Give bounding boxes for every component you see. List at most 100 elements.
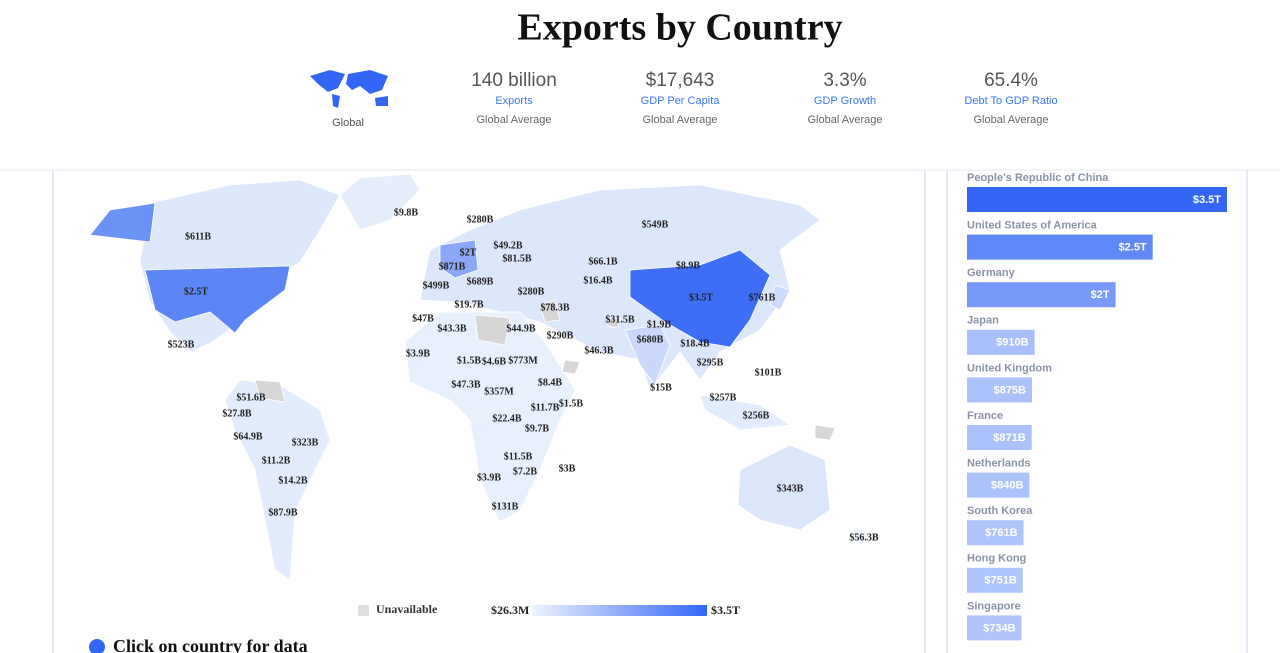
map-label: $871B: [439, 261, 466, 272]
bar: [967, 282, 1116, 308]
globe-icon: [310, 70, 388, 108]
bar-value-label: $2T: [1091, 289, 1110, 301]
bar-value-label: $761B: [985, 527, 1017, 539]
map-label: $31.5B: [605, 314, 635, 325]
bar-value-label: $871B: [993, 432, 1025, 444]
stat-label: Exports: [495, 95, 533, 107]
map-label: $49.2B: [493, 240, 523, 251]
map-label: $773M: [508, 355, 538, 366]
bar-value-label: $3.5T: [1193, 194, 1221, 206]
map-label: $523B: [168, 339, 195, 350]
map-label: $14.2B: [278, 475, 308, 486]
stat-label: GDP Per Capita: [641, 95, 721, 107]
bar: [967, 377, 1032, 403]
map-label: $3B: [559, 463, 576, 474]
legend-max: $3.5T: [711, 603, 740, 617]
map-label: $357M: [484, 386, 514, 397]
map-label: $66.1B: [588, 256, 618, 267]
map-label: $78.3B: [540, 302, 570, 313]
map-label: $680B: [637, 334, 664, 345]
bar: [967, 520, 1024, 546]
map-label: $1.5B: [559, 398, 584, 409]
map-label: $46.3B: [584, 345, 614, 356]
bar-category: France: [967, 410, 1003, 422]
map-label: $290B: [547, 330, 574, 341]
map-label: $81.5B: [502, 253, 532, 264]
bar: [967, 187, 1227, 212]
bar-category: United States of America: [967, 220, 1098, 232]
map-label: $280B: [518, 286, 545, 297]
stat-value: 65.4%: [984, 70, 1038, 91]
legend-unavailable: Unavailable: [376, 602, 438, 616]
bar: [967, 329, 1035, 355]
map-label: $8.4B: [538, 377, 563, 388]
map-label: $22.4B: [492, 413, 522, 424]
stat-value: 3.3%: [823, 70, 866, 91]
global-label: Global: [332, 117, 364, 129]
map-label: $280B: [467, 214, 494, 225]
bar-value-label: $751B: [984, 575, 1016, 587]
map-label: $4.6B: [482, 356, 507, 367]
legend-min: $26.3M: [491, 603, 529, 617]
map-label: $87.9B: [268, 507, 298, 518]
map-label: $343B: [777, 483, 804, 494]
map-label: $43.3B: [437, 323, 467, 334]
bar-category: People's Republic of China: [967, 172, 1109, 184]
bar-category: Germany: [967, 267, 1016, 279]
map-label: $1.5B: [457, 355, 482, 366]
stat-label: GDP Growth: [814, 95, 876, 107]
map-label: $8.9B: [676, 260, 701, 271]
stat-sub: Global Average: [642, 114, 717, 126]
stat-sub: Global Average: [973, 114, 1048, 126]
map-label: $131B: [492, 501, 519, 512]
cta-dot[interactable]: [89, 639, 105, 653]
bar-category: Singapore: [967, 600, 1021, 612]
map-label: $18.4B: [680, 338, 710, 349]
map-label: $56.3B: [849, 532, 879, 543]
stat-value: 140 billion: [471, 70, 557, 91]
map-label: $256B: [743, 410, 770, 421]
bar-category: Hong Kong: [967, 553, 1026, 565]
map-label: $2.5T: [184, 286, 209, 297]
world-map: [89, 173, 871, 581]
map-label: $9.8B: [394, 207, 419, 218]
map-label: $3.9B: [406, 348, 431, 359]
bar-category: Japan: [967, 315, 999, 327]
bar-category: South Korea: [967, 505, 1033, 517]
map-label: $295B: [697, 357, 724, 368]
map-label: $51.6B: [236, 392, 266, 403]
map-label: $16.4B: [583, 275, 613, 286]
bar: [967, 567, 1023, 593]
map-label: $689B: [467, 276, 494, 287]
map-label: $257B: [710, 392, 737, 403]
map-label: $3.5T: [689, 292, 714, 303]
map-label: $7.2B: [513, 466, 538, 477]
map-label: $101B: [755, 367, 782, 378]
stat-sub: Global Average: [807, 114, 882, 126]
panel-borders: [52, 170, 1248, 653]
map-label: $1.9B: [647, 319, 672, 330]
bar: [967, 472, 1030, 498]
map-label: $761B: [749, 292, 776, 303]
bar-value-label: $734B: [983, 622, 1015, 634]
map-label: $2T: [460, 247, 477, 258]
title: Exports by Country: [517, 7, 842, 49]
cta[interactable]: Click on country for data: [113, 636, 308, 653]
map-label: $11.2B: [262, 455, 291, 466]
map-label: $499B: [423, 280, 450, 291]
map-label: $611B: [185, 231, 211, 242]
bar: [967, 234, 1153, 260]
map-label: $11.7B: [531, 402, 560, 413]
bar-category: United Kingdom: [967, 362, 1052, 374]
map-label: $3.9B: [477, 472, 502, 483]
map-label: $15B: [650, 382, 672, 393]
bar: [967, 615, 1022, 641]
unavailable-swatch: [358, 605, 369, 616]
map-label: $47B: [412, 313, 434, 324]
map-label: $19.7B: [454, 299, 484, 310]
stat-sub: Global Average: [476, 114, 551, 126]
map-label: $47.3B: [451, 379, 481, 390]
map-label: $9.7B: [525, 423, 550, 434]
